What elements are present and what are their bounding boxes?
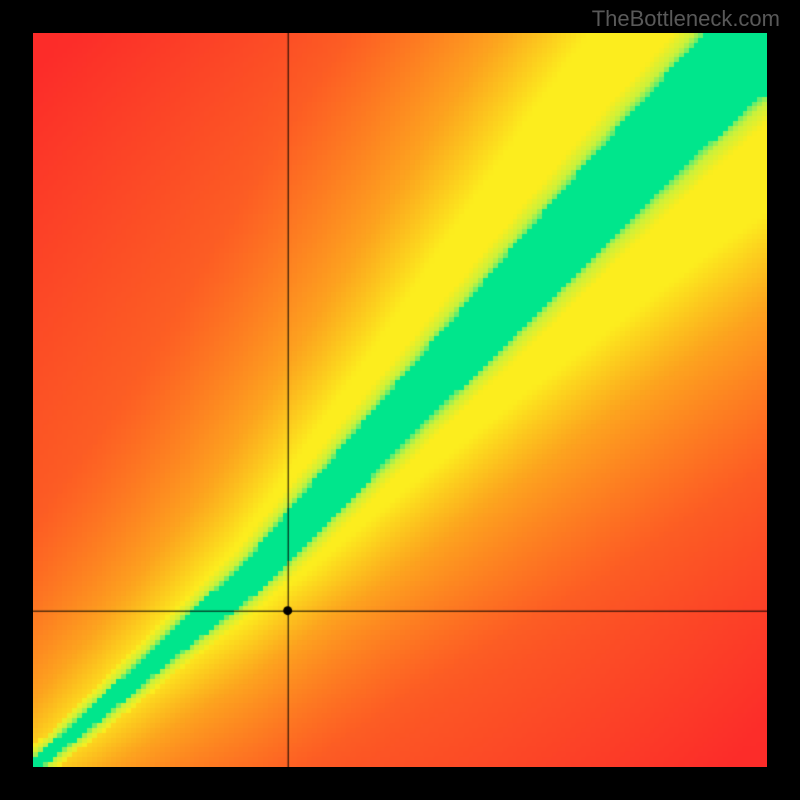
heatmap-canvas — [33, 33, 767, 767]
watermark-label: TheBottleneck.com — [592, 6, 780, 32]
heatmap-plot — [33, 33, 767, 767]
chart-container: TheBottleneck.com — [0, 0, 800, 800]
